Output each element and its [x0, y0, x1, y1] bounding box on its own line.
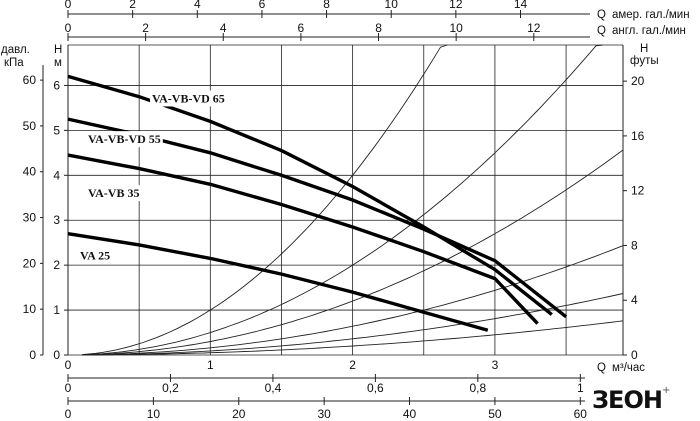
kpa-tick-label: 0 — [29, 348, 36, 362]
system-curve — [82, 149, 624, 356]
flow-m3h-tick-label: 1 — [207, 358, 214, 372]
flow-us-gpm-tick-label: 0 — [65, 0, 72, 11]
flow-us-gpm-tick-label: 2 — [129, 0, 136, 11]
curve-label: VA-VB-VD 65 — [152, 91, 225, 105]
curve-label: VA 25 — [80, 249, 110, 263]
flow-us-gpm-tick-label: 4 — [194, 0, 201, 11]
curve-label-bg — [86, 185, 142, 202]
curve-labels: VA-VB-VD 65 VA-VB-VD 55 VA-VB 35 VA 25 — [78, 90, 227, 264]
flow-uk-gpm-tick-label: 6 — [298, 21, 305, 35]
flow-lmin-tick-label: 20 — [232, 407, 246, 421]
flow-m3h-tick-label: 0 — [65, 358, 72, 372]
kpa-tick-label: 10 — [23, 302, 37, 316]
flow-us-gpm-tick-label: 12 — [449, 0, 463, 11]
head-ft-tick-label: 20 — [631, 74, 645, 88]
flow-uk-gpm-tick-label: 0 — [65, 21, 72, 35]
flow-ls-tick-label: 0,8 — [470, 381, 487, 395]
head-m-tick-label: 4 — [53, 168, 60, 182]
kpa-axis-label-top: давл. — [1, 44, 30, 56]
flow-uk-gpm-tick-label: 10 — [449, 21, 463, 35]
kpa-tick-label: 60 — [23, 73, 37, 87]
flow-uk-gpm-tick-label: 2 — [142, 21, 149, 35]
pump-curve — [67, 232, 489, 332]
flow-lmin-tick-label: 10 — [147, 407, 161, 421]
head-m-tick-label: 1 — [53, 303, 60, 317]
head-m-tick-label: 0 — [53, 348, 60, 362]
flow-lmin-tick-label: 50 — [488, 407, 502, 421]
flow-ls-tick-label: 0,2 — [162, 381, 179, 395]
head-m-tick-label: 5 — [53, 123, 60, 137]
flow-us-gpm-tick-label: 8 — [323, 0, 330, 11]
brand-logo-suffix: + — [661, 385, 671, 396]
head-m-axis-label-bottom: м — [54, 57, 62, 69]
curve-label-bg — [86, 131, 163, 148]
system-curve — [82, 44, 603, 356]
flow-m3h-tick-label: 3 — [492, 358, 499, 372]
system-curve — [82, 245, 624, 356]
flow-uk-gpm-tick-label: 12 — [527, 21, 541, 35]
kpa-tick-label: 20 — [23, 256, 37, 270]
flow-lmin-tick-label: 0 — [65, 407, 72, 421]
flow-us-gpm-tick-label: 6 — [259, 0, 266, 11]
head-ft-tick-label: 12 — [631, 184, 645, 198]
flow-ls-tick-label: 0,6 — [367, 381, 384, 395]
curve-label-bg — [150, 90, 227, 107]
axes — [42, 13, 590, 402]
flow-lmin-tick-label: 40 — [403, 407, 417, 421]
curve-label-bg — [78, 247, 113, 264]
head-m-tick-label: 6 — [53, 78, 60, 92]
curve-label: VA-VB 35 — [88, 186, 139, 200]
system-curve — [82, 320, 624, 356]
head-m-axis-label-top: H — [54, 44, 62, 56]
kpa-axis-label-bottom: кПа — [4, 57, 24, 69]
kpa-tick-label: 30 — [23, 211, 37, 225]
head-ft-axis-label-top: H — [640, 43, 648, 55]
flow-lmin-tick-label: 60 — [574, 407, 588, 421]
pump-curve — [67, 153, 539, 325]
brand-logo: ЗЕОН+ — [592, 385, 700, 419]
flow-us-gpm-tick-label: 14 — [514, 0, 528, 11]
head-ft-tick-label: 8 — [631, 238, 638, 252]
head-ft-tick-label: 16 — [631, 129, 645, 143]
head-m-tick-label: 3 — [53, 213, 60, 227]
kpa-tick-label: 40 — [23, 165, 37, 179]
head-ft-tick-label: 4 — [631, 293, 638, 307]
head-ft-tick-label: 0 — [631, 348, 638, 362]
pump-curves — [67, 74, 568, 332]
head-m-tick-label: 2 — [53, 258, 60, 272]
grid — [67, 44, 624, 356]
head-ft-axis-label-bottom: футы — [630, 55, 659, 67]
flow-m3h-tick-label: 2 — [349, 358, 356, 372]
flow-lmin-tick-label: 30 — [317, 407, 331, 421]
curve-label: VA-VB-VD 55 — [88, 132, 161, 146]
flow-ls-tick-label: 0,4 — [265, 381, 282, 395]
flow-ls-tick-label: 0 — [65, 381, 72, 395]
system-curve — [82, 293, 624, 356]
flow-ls-tick-label: 1 — [577, 381, 584, 395]
flow-us-gpm-tick-label: 10 — [385, 0, 399, 11]
flow-uk-gpm-tick-label: 8 — [375, 21, 382, 35]
brand-logo-text: ЗЕОН — [592, 386, 663, 414]
kpa-tick-label: 50 — [23, 119, 37, 133]
flow-uk-gpm-tick-label: 4 — [220, 21, 227, 35]
